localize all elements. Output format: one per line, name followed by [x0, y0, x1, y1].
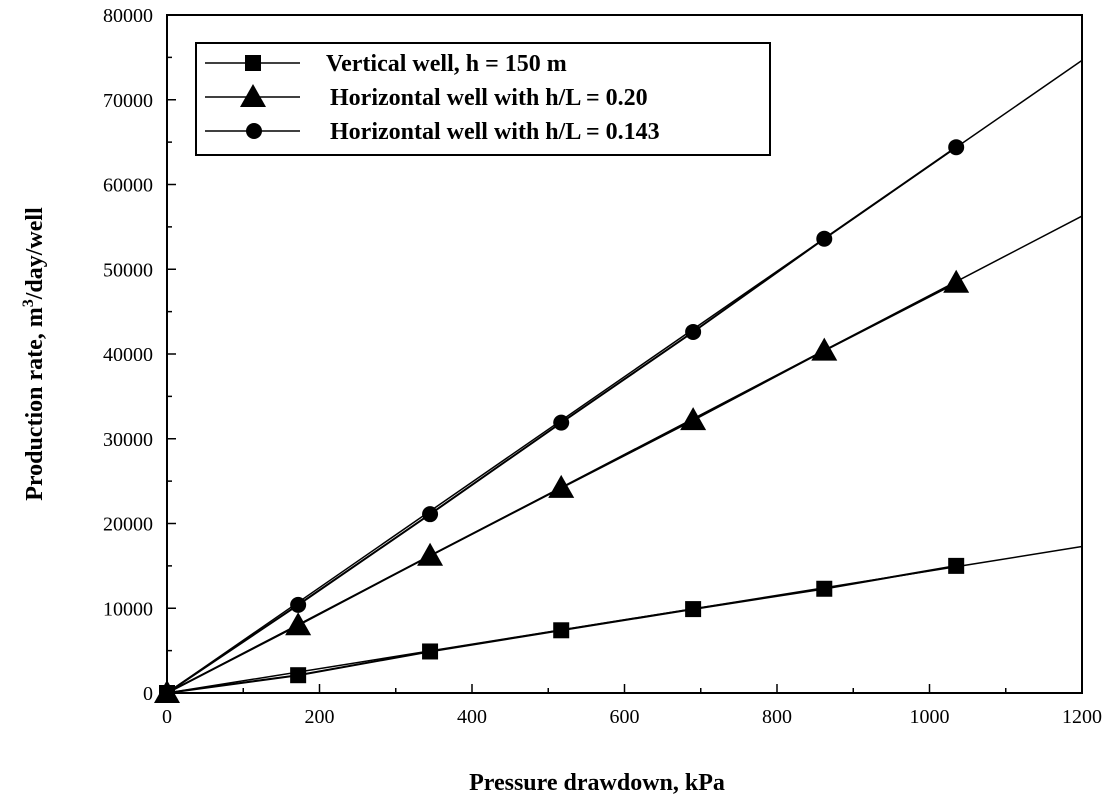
data-point-circle: [816, 230, 833, 247]
data-point-circle: [159, 685, 175, 701]
data-point-circle: [685, 323, 702, 340]
legend: Vertical well, h = 150 m Horizontal well…: [195, 42, 771, 156]
data-point-square: [685, 601, 702, 618]
y-tick-label: 20000: [103, 514, 153, 536]
y-tick-label: 60000: [103, 175, 153, 197]
x-tick-label: 0: [162, 706, 172, 728]
data-point-circle: [290, 596, 307, 613]
data-point-circle: [948, 139, 965, 156]
y-axis-title-suffix: /day/well: [22, 207, 48, 300]
data-point-triangle: [285, 612, 312, 636]
y-tick-label: 0: [143, 683, 153, 705]
data-markers: [154, 139, 970, 703]
axis-ticks: 0 200 400 600 800 1000 1200 0 10000 20000 30000 400…: [103, 5, 1102, 728]
data-point-square: [948, 557, 965, 574]
data-point-triangle: [943, 269, 970, 293]
x-tick-label: 1200: [1062, 706, 1102, 728]
data-point-triangle: [417, 542, 444, 566]
y-tick-label: 40000: [103, 344, 153, 366]
data-point-triangle: [680, 407, 707, 431]
y-axis-title-superscript: 3: [20, 299, 37, 307]
data-point-circle: [553, 414, 570, 431]
data-point-square: [290, 667, 307, 684]
legend-box: [195, 42, 771, 156]
x-axis-title: Pressure drawdown, kPa: [469, 770, 725, 796]
x-tick-label: 600: [610, 706, 640, 728]
legend-marker-circle: [246, 123, 262, 139]
legend-label-horizontal-020: Horizontal well with h/L = 0.20: [330, 85, 648, 111]
x-tick-label: 200: [305, 706, 335, 728]
legend-marker-square: [245, 55, 261, 71]
legend-label-horizontal-0143: Horizontal well with h/L = 0.143: [330, 119, 660, 145]
data-point-circle: [422, 506, 439, 523]
y-tick-label: 80000: [103, 5, 153, 27]
data-point-square: [422, 643, 439, 660]
x-tick-label: 800: [762, 706, 792, 728]
x-tick-label: 400: [457, 706, 487, 728]
y-tick-label: 30000: [103, 429, 153, 451]
data-point-square: [553, 622, 570, 639]
data-point-triangle: [811, 337, 838, 361]
y-tick-label: 10000: [103, 598, 153, 620]
x-tick-label: 1000: [910, 706, 950, 728]
data-point-triangle: [548, 474, 575, 498]
legend-marker-triangle: [240, 84, 266, 107]
y-axis-title: Production rate, m3/day/well: [20, 207, 48, 501]
y-tick-label: 70000: [103, 90, 153, 112]
legend-label-vertical-well: Vertical well, h = 150 m: [326, 51, 567, 77]
data-point-square: [816, 580, 833, 597]
y-axis-title-main: Production rate, m: [22, 307, 48, 501]
y-tick-label: 50000: [103, 259, 153, 281]
